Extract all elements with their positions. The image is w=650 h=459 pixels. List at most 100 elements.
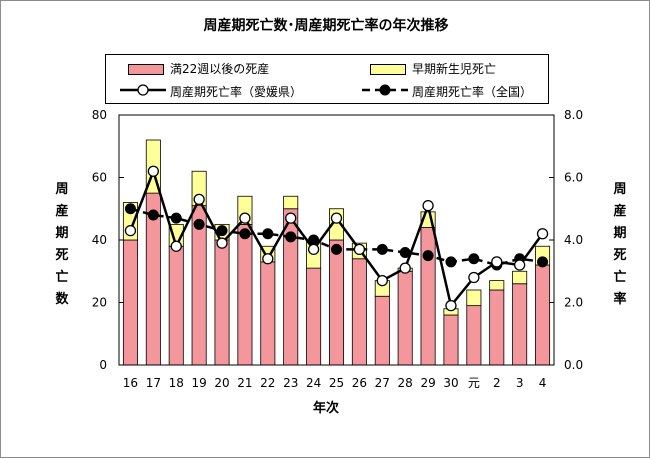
x-tick-label: 16: [123, 376, 138, 390]
axis-title-char: 産: [613, 204, 627, 219]
legend: 満22週以後の死産 早期新生児死亡 周産期死亡率（愛媛県） 周産期死亡率（全国）: [105, 54, 549, 104]
point-ehime: [491, 256, 503, 268]
bar-stillbirth: [329, 239, 344, 366]
x-tick-label: 29: [420, 376, 435, 390]
x-tick-label: 22: [260, 376, 275, 390]
point-ehime: [422, 199, 434, 212]
point-national: [376, 243, 388, 255]
point-national: [239, 228, 251, 240]
point-ehime: [170, 240, 182, 252]
point-ehime: [399, 262, 411, 274]
axis-title-char: 周: [55, 182, 69, 197]
x-tick-label: 4: [539, 376, 547, 390]
axis-title-char: 率: [613, 292, 627, 307]
y-axis-title-right: 周産期死亡率: [612, 179, 628, 311]
y-tick-label-left: 0: [99, 358, 107, 372]
point-national: [285, 231, 297, 243]
x-tick-label: 30: [443, 376, 458, 390]
bar-stillbirth: [443, 314, 459, 366]
x-tick-label: 2: [493, 376, 501, 390]
point-ehime: [216, 237, 228, 249]
legend-label-stillbirth: 満22週以後の死産: [170, 62, 270, 76]
y-tick-label-left: 20: [92, 296, 107, 310]
axis-title-char: 産: [55, 204, 69, 219]
x-tick-label: 19: [191, 376, 206, 390]
bar-stillbirth: [351, 258, 367, 366]
bar-stillbirth: [237, 223, 253, 366]
point-ehime: [376, 274, 388, 287]
bar-stillbirth: [260, 261, 276, 366]
axis-title-char: 周: [613, 182, 627, 197]
bar-stillbirth: [374, 295, 390, 366]
x-tick-label: 26: [352, 376, 367, 390]
point-national: [216, 225, 228, 237]
point-ehime: [239, 212, 251, 224]
bar-stillbirth: [397, 270, 413, 366]
x-tick-label: 24: [306, 376, 321, 390]
x-tick-label: 28: [398, 376, 413, 390]
chart-title: 周産期死亡数･周産期死亡率の年次推移: [203, 18, 449, 34]
x-tick-label: 27: [375, 376, 390, 390]
bar-stillbirth: [466, 305, 482, 366]
point-ehime: [353, 243, 366, 256]
point-ehime: [193, 193, 205, 206]
point-ehime: [445, 299, 457, 312]
x-tick-label: 元: [468, 376, 480, 390]
y-tick-label-left: 80: [92, 108, 107, 122]
bar-neonatal: [283, 195, 299, 210]
x-tick-label: 17: [146, 376, 161, 390]
point-ehime: [468, 271, 480, 284]
bar-stillbirth: [512, 283, 528, 366]
point-national: [331, 243, 342, 255]
x-tick-label: 18: [169, 376, 184, 390]
point-ehime: [124, 224, 137, 237]
legend-swatch-neonatal: [370, 64, 406, 75]
y-tick-label-right: 2.0: [564, 296, 583, 310]
y-tick-label-left: 40: [92, 233, 107, 247]
x-tick-label: 23: [283, 376, 298, 390]
point-ehime: [307, 243, 320, 256]
y-axis-title-left: 周産期死亡数: [54, 179, 70, 311]
x-tick-label: 20: [214, 376, 229, 390]
x-tick-label: 21: [237, 376, 252, 390]
point-national: [445, 256, 457, 268]
axis-title-char: 期: [55, 226, 69, 241]
bar-neonatal: [489, 280, 505, 291]
bar-stillbirth: [122, 239, 138, 366]
legend-swatch-stillbirth: [128, 64, 164, 75]
point-ehime: [330, 212, 343, 224]
point-national: [399, 247, 411, 258]
x-tick-label: 3: [516, 376, 524, 390]
bar-stillbirth: [535, 264, 551, 366]
y-tick-label-right: 8.0: [564, 108, 583, 122]
axis-title-char: 数: [55, 292, 69, 307]
x-axis-title: 年次: [312, 401, 339, 416]
y-tick-label-left: 60: [92, 171, 107, 185]
bar-neonatal: [512, 270, 528, 285]
legend-label-neonatal: 早期新生児死亡: [412, 62, 497, 76]
axis-title-char: 死: [613, 248, 627, 263]
axis-title-char: 死: [55, 248, 69, 263]
y-tick-label-right: 6.0: [564, 171, 583, 185]
point-national: [537, 256, 549, 268]
point-ehime: [536, 228, 549, 240]
y-tick-label-right: 4.0: [564, 233, 583, 247]
bar-neonatal: [466, 289, 482, 307]
point-ehime: [514, 259, 526, 271]
point-national: [193, 218, 205, 230]
point-ehime: [147, 165, 159, 177]
legend-label-ehime: 周産期死亡率（愛媛県）: [170, 85, 303, 99]
legend-line-national: [362, 84, 408, 96]
bar-stillbirth: [214, 239, 230, 366]
x-tick-label: 25: [329, 376, 344, 390]
point-national: [170, 212, 182, 224]
point-national: [124, 203, 136, 215]
point-national: [262, 228, 274, 240]
legend-label-national: 周産期死亡率（全国）: [412, 85, 533, 99]
axis-title-char: 亡: [613, 270, 627, 285]
bar-stillbirth: [489, 289, 505, 366]
bar-stillbirth: [306, 267, 322, 366]
bar-stillbirth: [168, 245, 184, 366]
point-ehime: [285, 212, 297, 224]
